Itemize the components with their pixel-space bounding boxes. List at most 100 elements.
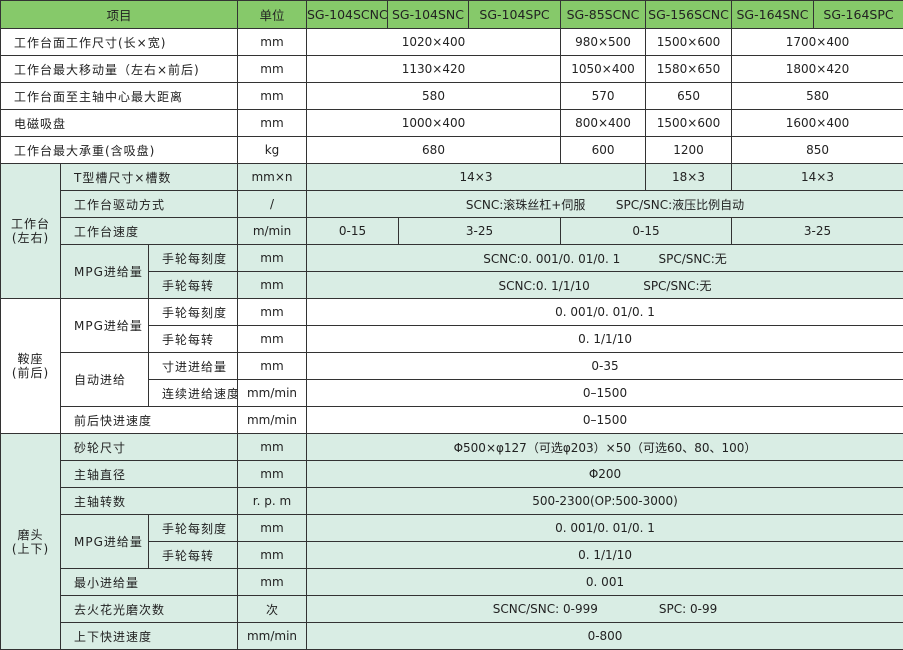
group-label: 自动进给 — [61, 353, 149, 407]
header-model: SG-104SCNC — [307, 1, 388, 29]
row-value: 0. 1/1/10 — [307, 542, 903, 569]
row-value: 1500×600 — [646, 29, 732, 56]
row-label: 工作台最大承重(含吸盘) — [1, 137, 238, 164]
row-value: 1020×400 — [307, 29, 561, 56]
row-label: 砂轮尺寸 — [61, 434, 238, 461]
row-unit: kg — [238, 137, 307, 164]
row-unit: mm/min — [238, 623, 307, 650]
row-value: 14×3 — [732, 164, 903, 191]
row-value: SCNC:0. 001/0. 01/0. 1 SPC/SNC:无 — [307, 245, 903, 272]
group-label: MPG进给量 — [61, 299, 149, 353]
row-label: 工作台面至主轴中心最大距离 — [1, 83, 238, 110]
row-value: 680 — [307, 137, 561, 164]
row-label: 去火花光磨次数 — [61, 596, 238, 623]
row-value: 3-25 — [732, 218, 903, 245]
row-value: 1050×400 — [561, 56, 646, 83]
row-value: 14×3 — [307, 164, 646, 191]
row-value: 580 — [307, 83, 561, 110]
row-label: 前后快进速度 — [61, 407, 238, 434]
row-value: 1130×420 — [307, 56, 561, 83]
row-value: 980×500 — [561, 29, 646, 56]
row-value: 570 — [561, 83, 646, 110]
row-sublabel: 手轮每转 — [149, 326, 238, 353]
row-sublabel: 手轮每转 — [149, 542, 238, 569]
header-item: 项目 — [1, 1, 238, 29]
row-value: 0-15 — [561, 218, 732, 245]
section-title: 鞍座 (前后) — [1, 299, 61, 434]
row-unit: mm — [238, 353, 307, 380]
row-unit: mm — [238, 110, 307, 137]
row-label: 工作台速度 — [61, 218, 238, 245]
header-model: SG-164SPC — [814, 1, 903, 29]
row-label: 工作台最大移动量（左右×前后) — [1, 56, 238, 83]
group-label: MPG进给量 — [61, 245, 149, 299]
row-unit: mm — [238, 569, 307, 596]
row-unit: mm — [238, 326, 307, 353]
row-sublabel: 手轮每刻度 — [149, 515, 238, 542]
row-value: 0-35 — [307, 353, 903, 380]
row-sublabel: 寸进进给量 — [149, 353, 238, 380]
row-label: 工作台面工作尺寸(长×宽) — [1, 29, 238, 56]
row-label: 最小进给量 — [61, 569, 238, 596]
header-model: SG-104SPC — [469, 1, 561, 29]
row-value: 500-2300(OP:500-3000) — [307, 488, 903, 515]
row-unit: mm — [238, 461, 307, 488]
header-model: SG-156SCNC — [646, 1, 732, 29]
row-label: 电磁吸盘 — [1, 110, 238, 137]
row-value: 580 — [732, 83, 903, 110]
row-value: 1800×420 — [732, 56, 903, 83]
row-sublabel: 手轮每刻度 — [149, 299, 238, 326]
row-label: 工作台驱动方式 — [61, 191, 238, 218]
row-sublabel: 连续进给速度 — [149, 380, 238, 407]
row-value: 1580×650 — [646, 56, 732, 83]
row-unit: / — [238, 191, 307, 218]
row-unit: mm — [238, 272, 307, 299]
row-unit: mm/min — [238, 380, 307, 407]
row-value: 1500×600 — [646, 110, 732, 137]
row-unit: mm — [238, 542, 307, 569]
row-value: 1600×400 — [732, 110, 903, 137]
row-unit: mm — [238, 56, 307, 83]
table-row: 工作台驱动方式/SCNC:滚珠丝杠+伺服 SPC/SNC:液压比例自动 — [1, 191, 903, 218]
row-value: Φ200 — [307, 461, 903, 488]
row-label: T型槽尺寸×槽数 — [61, 164, 238, 191]
row-label: 上下快进速度 — [61, 623, 238, 650]
row-label: 主轴转数 — [61, 488, 238, 515]
section-title: 磨头 (上下) — [1, 434, 61, 650]
row-value: SCNC:0. 1/1/10 SPC/SNC:无 — [307, 272, 903, 299]
header-model: SG-104SNC — [388, 1, 469, 29]
row-unit: mm — [238, 515, 307, 542]
row-value: SCNC:滚珠丝杠+伺服 SPC/SNC:液压比例自动 — [307, 191, 903, 218]
row-value: 650 — [646, 83, 732, 110]
row-sublabel: 手轮每转 — [149, 272, 238, 299]
row-unit: mm — [238, 245, 307, 272]
header-unit: 单位 — [238, 1, 307, 29]
row-unit: mm×n — [238, 164, 307, 191]
row-value: 1700×400 — [732, 29, 903, 56]
row-value: Φ500×φ127（可选φ203）×50（可选60、80、100） — [307, 434, 903, 461]
row-value: 600 — [561, 137, 646, 164]
section-title: 工作台 (左右) — [1, 164, 61, 299]
header-model: SG-85SCNC — [561, 1, 646, 29]
row-value: 1200 — [646, 137, 732, 164]
row-label: 主轴直径 — [61, 461, 238, 488]
row-value: 0. 001/0. 01/0. 1 — [307, 299, 903, 326]
